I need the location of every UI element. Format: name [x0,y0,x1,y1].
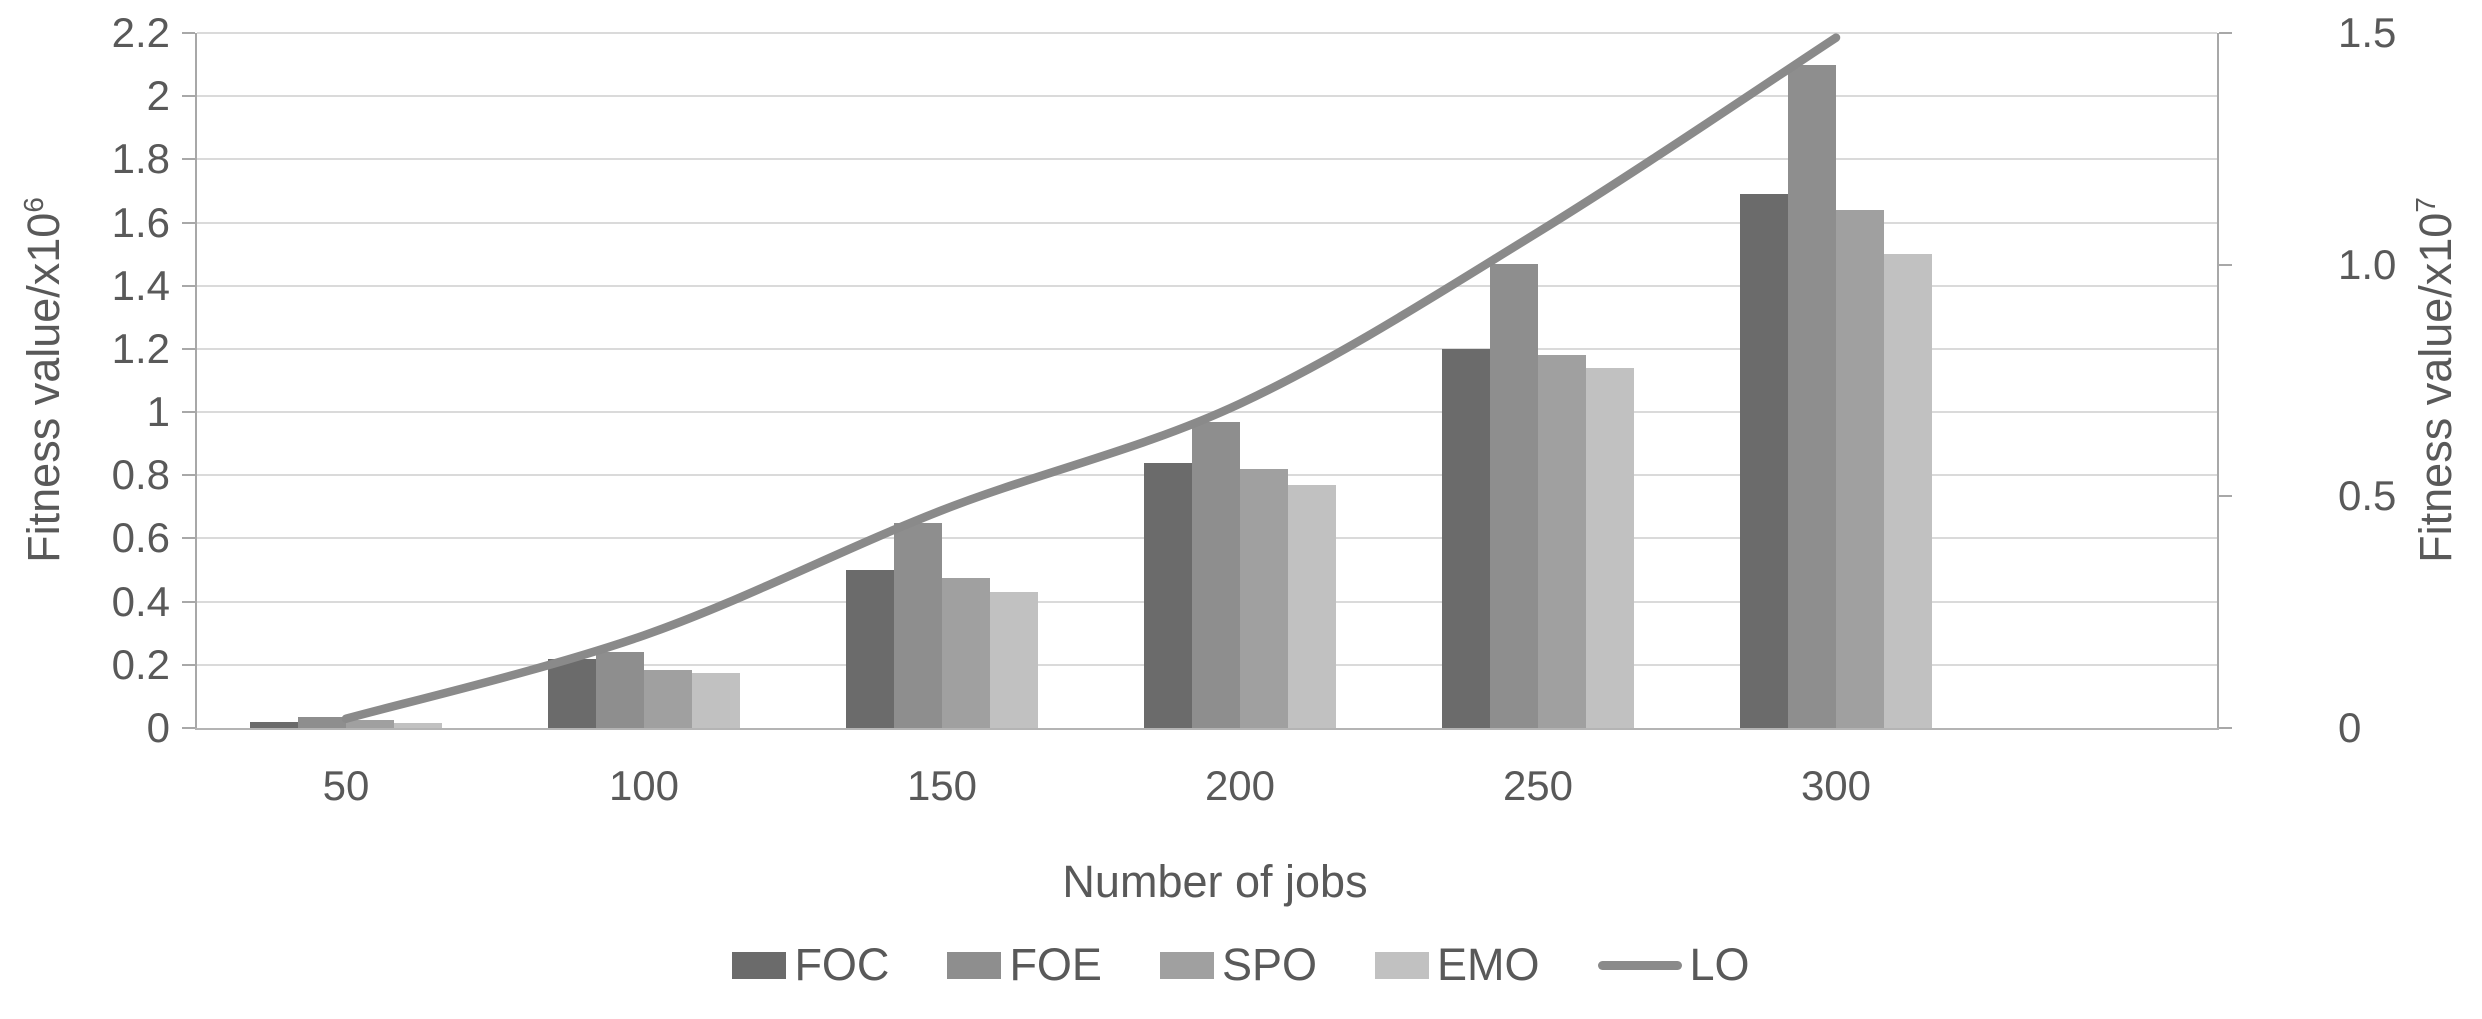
legend-swatch-icon [1159,951,1214,979]
gridline [197,32,2217,34]
left-axis-line [195,33,197,730]
left-axis-tick [182,663,195,666]
bar-foe-250 [1490,263,1538,728]
legend-label: LO [1689,939,1750,990]
left-axis-title-superscript: 6 [18,197,49,213]
left-axis-tick-label: 1.4 [111,261,170,309]
right-axis-tick [2219,727,2232,729]
bar-emo-50 [394,723,442,728]
gridline [197,95,2217,98]
bar-foc-250 [1442,348,1490,728]
left-axis-tick [182,32,195,34]
left-axis-tick-label: 1 [146,388,170,436]
legend-label: EMO [1437,939,1540,990]
left-axis-tick-label: 1.8 [111,135,170,183]
x-axis-tick-label: 100 [608,762,680,809]
right-axis-title: Fitness value/x107 [2410,197,2462,563]
right-axis-tick [2219,32,2232,34]
right-axis-line [2217,33,2219,730]
legend-item-emo: EMO [1375,939,1540,991]
left-axis-tick [182,600,195,603]
legend-swatch-icon [947,951,1002,979]
left-axis-tick [182,537,195,540]
left-axis-tick [182,347,195,350]
bar-foc-200 [1144,462,1192,728]
legend-label: FOE [1009,939,1102,990]
legend-swatch-icon [1375,951,1429,979]
bar-spo-300 [1836,209,1884,728]
left-axis-tick-label: 0.4 [111,577,170,625]
left-axis-tick-label: 1.6 [111,198,170,246]
bar-foc-300 [1740,194,1788,728]
gridline [197,158,2217,161]
legend-label: FOC [794,939,890,990]
right-axis-tick-label: 1.5 [2338,9,2397,56]
legend-item-foe: FOE [947,939,1102,991]
left-axis-tick-label: 0 [146,704,170,751]
bar-foc-100 [548,658,596,728]
bar-foc-150 [846,570,894,728]
bar-spo-100 [644,669,692,728]
x-axis-tick-label: 300 [1800,762,1872,809]
right-axis-title-text: Fitness value/x10 [2410,212,2461,563]
left-axis-tick-label: 2.2 [111,9,170,56]
left-axis-tick-label: 1.2 [111,324,170,372]
legend-swatch-icon [732,951,787,979]
x-axis-tick-label: 250 [1502,762,1574,809]
bar-spo-50 [346,720,394,728]
x-axis-tick-label: 50 [322,762,370,809]
bar-foe-50 [298,716,346,728]
right-axis-tick-label: 1.0 [2338,240,2397,288]
left-axis-tick-label: 0.2 [111,640,170,688]
left-axis-tick [182,284,195,287]
x-axis-tick-label: 150 [906,762,978,809]
right-axis-tick-label: 0.5 [2338,472,2397,520]
legend-label: SPO [1221,939,1317,990]
left-axis-tick-label: 0.8 [111,451,170,499]
bar-foe-100 [596,652,644,728]
bar-foe-200 [1192,421,1240,728]
left-axis-tick [182,727,195,729]
legend-line-icon [1597,960,1682,970]
bar-foe-150 [894,522,942,728]
left-axis-tick [182,474,195,477]
bar-spo-150 [942,577,990,728]
legend-item-spo: SPO [1159,939,1317,991]
bar-emo-250 [1586,367,1634,728]
legend-item-foc: FOC [732,939,889,991]
bar-emo-300 [1884,254,1932,728]
left-axis-title-text: Fitness value/x10 [18,212,69,563]
legend: FOC FOE SPO EMO LO [0,930,2482,1000]
bar-spo-250 [1538,355,1586,728]
left-axis-tick [182,411,195,414]
left-axis-tick [182,158,195,161]
x-axis-tick-label: 200 [1204,762,1276,809]
right-axis-tick [2219,495,2232,498]
legend-item-lo: LO [1597,939,1750,991]
right-axis-tick-label: 0 [2338,704,2362,751]
left-axis-title: Fitness value/x106 [18,197,70,563]
left-axis-tick-label: 2 [146,72,170,120]
bar-emo-150 [990,592,1038,728]
right-axis-tick [2219,263,2232,266]
x-axis-line [195,728,2219,730]
bar-emo-100 [692,672,740,728]
x-axis-title: Number of jobs [1062,856,1368,907]
gridline [197,221,2217,224]
right-axis-title-superscript: 7 [2410,197,2441,213]
left-axis-tick-label: 0.6 [111,514,170,562]
bar-foe-300 [1788,64,1836,728]
bar-spo-200 [1240,468,1288,728]
bar-foc-50 [250,721,298,728]
left-axis-tick [182,221,195,224]
left-axis-tick [182,95,195,98]
bar-emo-200 [1288,484,1336,728]
